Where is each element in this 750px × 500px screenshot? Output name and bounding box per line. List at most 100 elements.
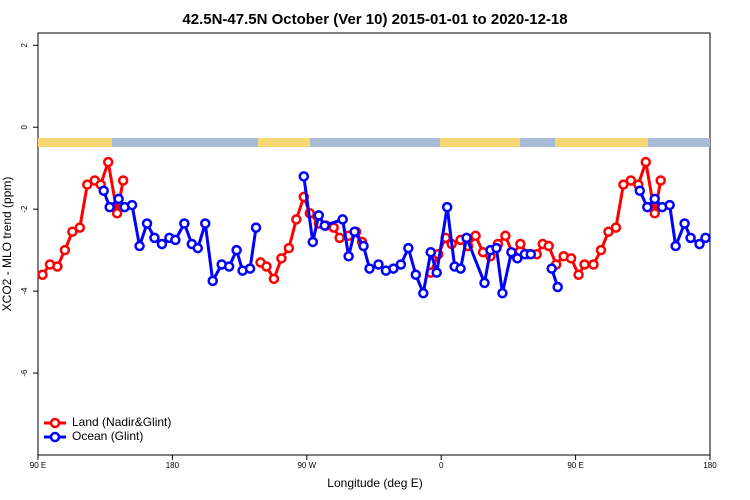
data-point: [307, 236, 319, 248]
data-point: [640, 156, 652, 168]
data-point: [491, 242, 502, 254]
data-point: [134, 240, 145, 252]
data-point: [543, 240, 554, 252]
data-point: [497, 287, 508, 299]
data-point: [358, 240, 369, 252]
land-ocean-strip: [38, 138, 710, 147]
data-point: [649, 208, 660, 219]
data-point: [192, 242, 204, 254]
y-tick-label: 0: [20, 124, 29, 129]
data-point: [625, 175, 637, 186]
data-point: [283, 242, 295, 254]
data-point: [223, 261, 235, 272]
data-point: [618, 179, 629, 190]
data-point: [388, 263, 399, 274]
data-point: [500, 230, 511, 242]
data-point: [37, 269, 48, 280]
data-point: [52, 261, 63, 272]
data-point: [515, 238, 526, 250]
data-point: [512, 253, 523, 264]
data-point: [565, 253, 577, 264]
data-point: [337, 214, 348, 225]
data-point: [441, 201, 453, 213]
data-point: [610, 222, 622, 233]
data-point: [634, 185, 646, 196]
data-point: [525, 248, 537, 260]
x-tick-label: 90 W: [297, 461, 316, 470]
data-point: [373, 259, 384, 270]
data-point: [67, 226, 78, 237]
data-point: [642, 201, 653, 213]
legend-label: Land (Nadir&Glint): [72, 415, 171, 429]
data-point: [410, 269, 422, 280]
data-point: [664, 199, 675, 211]
data-point: [425, 246, 436, 258]
series-line: [638, 190, 707, 252]
data-point: [268, 273, 280, 285]
x-tick-label: 90 E: [567, 461, 583, 470]
data-point: [231, 244, 242, 256]
data-point: [170, 234, 181, 246]
data-point: [670, 240, 681, 252]
x-tick-label: 0: [439, 461, 444, 470]
data-point: [506, 246, 517, 258]
data-point: [319, 220, 330, 231]
data-point: [102, 156, 114, 168]
data-point: [395, 259, 407, 270]
data-point: [579, 259, 590, 270]
data-point: [649, 193, 660, 205]
data-point: [149, 232, 160, 244]
data-point: [403, 242, 414, 254]
data-point: [141, 218, 153, 229]
data-point: [179, 218, 190, 229]
legend-marker: [49, 417, 61, 429]
chart-title: 42.5N-47.5N October (Ver 10) 2015-01-01 …: [182, 11, 567, 28]
data-point: [117, 175, 129, 186]
data-point: [313, 210, 324, 221]
x-tick-label: 180: [703, 461, 717, 470]
data-point: [552, 281, 563, 293]
data-point: [685, 232, 696, 244]
data-point: [261, 261, 272, 272]
x-axis-label: Longitude (deg E): [327, 476, 422, 490]
data-point: [588, 259, 599, 270]
data-point: [603, 226, 614, 237]
x-tick-label: 180: [166, 461, 180, 470]
data-point: [470, 230, 481, 242]
data-point: [418, 287, 429, 299]
data-point: [200, 218, 211, 229]
data-point: [111, 208, 123, 219]
y-axis-label: XCO2 - MLO trend (ppm): [0, 177, 14, 312]
data-point: [291, 214, 302, 225]
data-point: [104, 201, 115, 213]
data-point: [479, 277, 490, 289]
series-line: [302, 176, 531, 299]
data-point: [694, 238, 705, 250]
data-point: [595, 244, 607, 256]
data-point: [244, 263, 256, 274]
series-line: [41, 161, 125, 276]
data-point: [364, 263, 375, 274]
x-tick-label: 90 E: [30, 461, 46, 470]
y-tick-label: -6: [20, 369, 29, 377]
data-point: [655, 175, 666, 186]
data-point: [334, 232, 345, 244]
data-point: [250, 222, 262, 233]
data-point: [82, 179, 93, 190]
data-point: [126, 199, 138, 211]
legend-marker: [49, 431, 61, 443]
data-point: [113, 193, 124, 205]
data-point: [207, 275, 218, 287]
data-point: [98, 185, 109, 196]
data-point: [700, 232, 711, 244]
data-point: [461, 232, 472, 244]
y-tick-label: -2: [20, 205, 29, 213]
y-tick-label: 2: [20, 43, 29, 48]
data-point: [156, 238, 168, 250]
data-point: [573, 269, 584, 280]
data-point: [298, 171, 310, 182]
data-point: [349, 226, 360, 237]
data-point: [431, 267, 442, 278]
plot-frame: [37, 32, 711, 456]
